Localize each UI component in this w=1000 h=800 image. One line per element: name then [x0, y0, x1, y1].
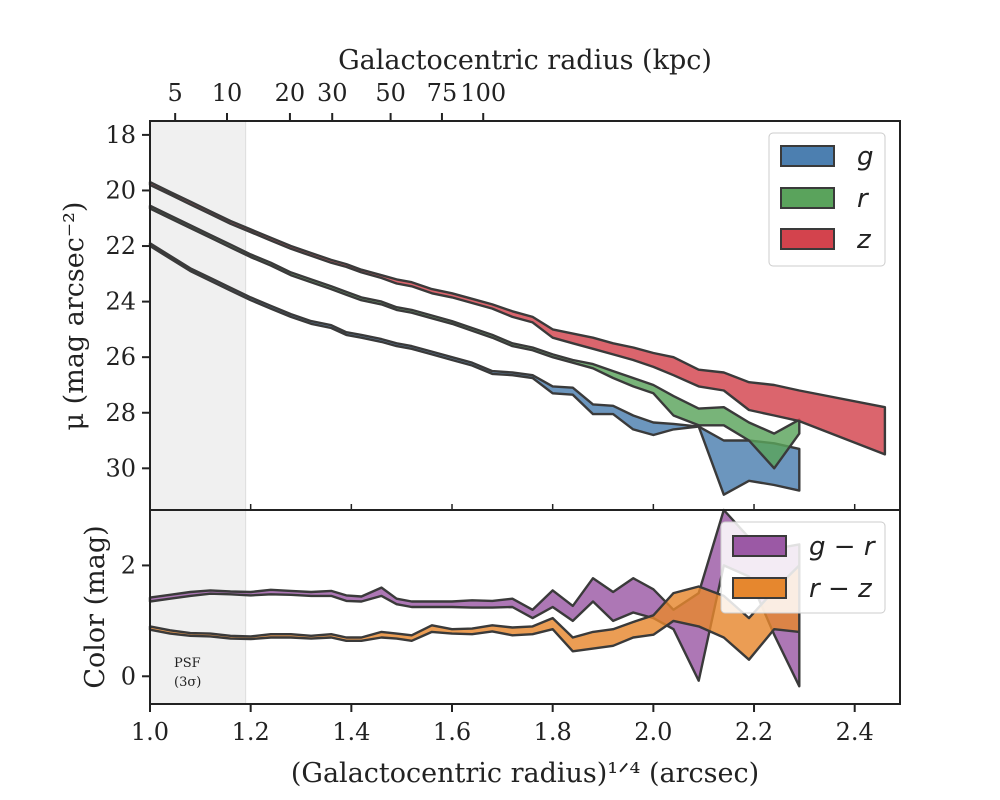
x-tick-label: 2.0: [634, 718, 672, 746]
y-tick-label: 28: [105, 399, 136, 427]
x-tick-label: 2.4: [836, 718, 874, 746]
kpc-tick-label: 75: [427, 79, 458, 107]
bottom-panel-y-axis-title: Color (mag): [80, 525, 111, 688]
band-g: [148, 242, 801, 496]
x-tick-label: 2.2: [735, 718, 773, 746]
kpc-tick-label: 5: [168, 79, 183, 107]
x-axis-title: (Galactocentric radius)¹ᐟ⁴ (arcsec): [291, 758, 759, 789]
top-legend: g r z: [768, 132, 886, 267]
top-axis-kpc-ticks: 5 10 20 30 50 75 100: [168, 79, 506, 121]
psf-region-bottom: [150, 510, 246, 704]
y-tick-label: 24: [105, 288, 136, 316]
legend-label-g-minus-r: g − r: [809, 532, 877, 562]
legend-label-z: z: [856, 225, 872, 255]
psf-annotation-line1: PSF: [174, 656, 201, 671]
kpc-tick-label: 30: [317, 79, 348, 107]
kpc-tick-label: 20: [275, 79, 306, 107]
legend-swatch-z: [780, 228, 835, 250]
bottom-legend: g − r r − z: [720, 521, 886, 614]
y-tick-label: 18: [105, 121, 136, 149]
color-y-tick-label: 0: [121, 662, 136, 690]
legend-swatch-r: [780, 187, 835, 209]
color-y-tick-label: 2: [121, 551, 136, 579]
bottom-panel-frame: [149, 509, 901, 705]
y-tick-label: 20: [105, 176, 136, 204]
psf-region-top: [150, 121, 246, 510]
legend-label-r-minus-z: r − z: [809, 574, 873, 604]
legend-label-r: r: [857, 184, 870, 214]
psf-annotation-line2: (3σ): [174, 675, 201, 690]
legend-swatch-g: [780, 145, 835, 167]
x-tick-label: 1.8: [534, 718, 572, 746]
legend-swatch-r-minus-z: [732, 577, 787, 599]
band-r: [148, 204, 801, 470]
kpc-tick-label: 10: [212, 79, 243, 107]
x-tick-label: 1.6: [433, 718, 471, 746]
x-tick-label: 1.0: [131, 718, 169, 746]
legend-label-g: g: [857, 142, 874, 172]
kpc-tick-label: 100: [460, 79, 506, 107]
top-panel-y-ticks: 18 20 22 24 26 28 30: [105, 121, 150, 482]
y-tick-label: 22: [105, 232, 136, 260]
x-tick-label: 1.4: [332, 718, 370, 746]
band-r-minus-z: [148, 564, 801, 661]
top-panel-bands: [148, 180, 887, 496]
y-tick-label: 26: [105, 343, 136, 371]
y-tick-label: 30: [105, 454, 136, 482]
kpc-tick-label: 50: [375, 79, 406, 107]
bottom-panel-bands: [148, 508, 801, 688]
top-axis-title: Galactocentric radius (kpc): [338, 45, 712, 76]
bottom-panel-x-ticks: 1.0 1.2 1.4 1.6 1.8 2.0 2.2 2.4: [131, 704, 874, 746]
x-tick-label: 1.2: [232, 718, 270, 746]
top-panel-y-axis-title: μ (mag arcsec⁻²): [59, 202, 90, 431]
legend-swatch-g-minus-r: [732, 535, 787, 557]
band-z: [148, 180, 887, 456]
bottom-panel-y-ticks: 02: [121, 551, 150, 690]
